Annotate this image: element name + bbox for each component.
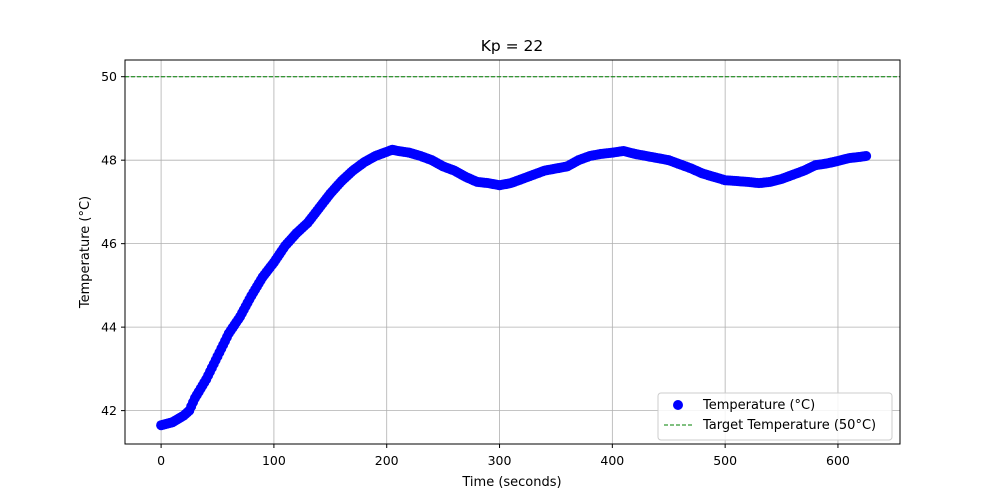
grid bbox=[125, 60, 900, 444]
x-axis-label: Time (seconds) bbox=[461, 475, 561, 490]
x-tick-label: 500 bbox=[713, 453, 737, 468]
legend-marker-temperature bbox=[673, 400, 683, 410]
legend-box bbox=[657, 392, 893, 441]
x-tick-label: 0 bbox=[157, 453, 165, 468]
chart-title: Kp = 22 bbox=[481, 37, 544, 55]
y-tick-label: 42 bbox=[101, 403, 117, 418]
legend-label-temperature: Temperature (°C) bbox=[702, 398, 815, 413]
y-tick-label: 48 bbox=[101, 153, 117, 168]
x-tick-label: 400 bbox=[600, 453, 624, 468]
legend: Temperature (°C) Target Temperature (50°… bbox=[657, 392, 893, 441]
plot-frame bbox=[124, 59, 901, 445]
y-axis-label: Temperature (°C) bbox=[78, 196, 93, 309]
y-tick-label: 50 bbox=[101, 69, 117, 84]
y-tick-label: 44 bbox=[101, 320, 117, 335]
plot-data bbox=[125, 76, 900, 431]
x-tick-label: 300 bbox=[488, 453, 512, 468]
x-tick-label: 200 bbox=[375, 453, 399, 468]
x-tick-label: 600 bbox=[826, 453, 850, 468]
y-tick-label: 46 bbox=[101, 236, 117, 251]
temperature-point bbox=[861, 151, 872, 161]
x-tick-label: 100 bbox=[262, 453, 286, 468]
ticks: 0 100 200 300 400 500 600 42 44 46 48 50 bbox=[101, 69, 850, 468]
legend-label-target: Target Temperature (50°C) bbox=[702, 418, 876, 433]
